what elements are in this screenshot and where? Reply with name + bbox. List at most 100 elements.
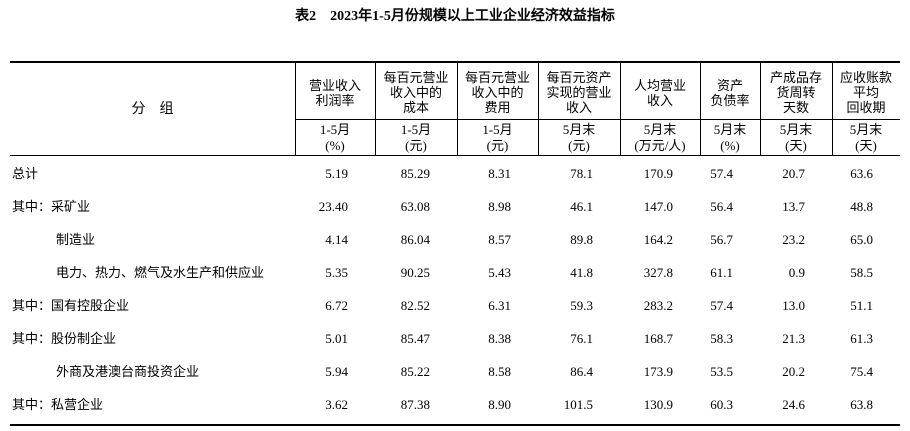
column-unit: 1-5月	[319, 122, 351, 137]
col-divider	[538, 62, 539, 155]
cell-value: 63.6	[850, 166, 873, 181]
column-header: 负债率	[710, 93, 750, 108]
cell-value: 78.1	[570, 166, 593, 181]
cell-value: 58.5	[850, 265, 873, 280]
column-unit: 5月末	[643, 122, 677, 137]
cell-value: 5.19	[325, 166, 348, 181]
column-unit: (%)	[720, 138, 740, 153]
cell-value: 283.2	[643, 298, 673, 313]
col-divider	[832, 62, 833, 155]
column-unit: 1-5月	[482, 122, 513, 137]
column-header: 天数	[782, 100, 809, 115]
cell-value: 20.2	[782, 364, 805, 379]
cell-value: 21.3	[782, 331, 805, 346]
cell-value: 173.9	[643, 364, 673, 379]
cell-value: 5.35	[325, 265, 348, 280]
cell-value: 82.52	[400, 298, 430, 313]
cell-value: 41.8	[570, 265, 593, 280]
cell-value: 85.29	[400, 166, 430, 181]
cell-value: 56.7	[710, 232, 733, 247]
cell-value: 164.2	[643, 232, 673, 247]
cell-value: 90.25	[400, 265, 430, 280]
column-header: 利润率	[315, 93, 355, 108]
row-label: 外商及港澳台商投资企业	[56, 364, 200, 379]
cell-value: 85.22	[400, 364, 430, 379]
col-divider	[620, 62, 621, 155]
column-header: 成本	[402, 100, 429, 115]
cell-value: 8.31	[488, 166, 511, 181]
cell-value: 23.2	[782, 232, 805, 247]
column-unit: (元)	[486, 138, 509, 153]
cell-value: 76.1	[570, 331, 593, 346]
column-unit: (%)	[325, 138, 345, 153]
col-divider	[375, 62, 376, 155]
cell-value: 87.38	[400, 397, 430, 412]
column-unit: 5月末	[779, 122, 813, 137]
cell-value: 23.40	[318, 199, 348, 214]
column-unit: 1-5月	[400, 122, 432, 137]
cell-value: 8.57	[488, 232, 511, 247]
cell-value: 13.7	[782, 199, 805, 214]
column-header: 营业收入	[308, 78, 361, 93]
cell-value: 58.3	[710, 331, 733, 346]
row-label: 其中：私营企业	[12, 397, 104, 412]
col-divider	[457, 62, 458, 155]
cell-value: 3.62	[325, 397, 348, 412]
column-unit: 5月末	[562, 122, 596, 137]
column-unit: (天)	[855, 138, 877, 153]
cell-value: 75.4	[850, 364, 873, 379]
col-divider	[760, 62, 761, 155]
column-header: 平均	[852, 85, 879, 100]
column-header: 每百元资产	[546, 70, 612, 85]
title: 表2 2023年1-5月份规模以上工业企业经济效益指标	[295, 9, 615, 24]
cell-value: 168.7	[643, 331, 673, 346]
row-label: 制造业	[56, 232, 96, 247]
cell-value: 46.1	[570, 199, 593, 214]
cell-value: 8.58	[488, 364, 511, 379]
column-header: 收入	[565, 100, 592, 115]
column-unit: (天)	[785, 138, 807, 153]
column-unit: (万元/人)	[634, 138, 686, 153]
cell-value: 8.98	[488, 199, 511, 214]
column-header: 费用	[484, 100, 511, 115]
column-unit: (元)	[568, 138, 590, 153]
cell-value: 13.0	[782, 298, 805, 313]
cell-value: 86.4	[570, 364, 593, 379]
row-label: 总计	[12, 166, 39, 181]
cell-value: 59.3	[570, 298, 593, 313]
column-header: 应收账款	[839, 70, 892, 85]
rule-unit	[295, 119, 900, 120]
cell-value: 5.43	[488, 265, 511, 280]
rule-header	[10, 155, 900, 156]
cell-value: 8.38	[488, 331, 511, 346]
cell-value: 57.4	[710, 166, 733, 181]
row-label: 其中：国有控股企业	[12, 298, 130, 313]
row-label: 电力、热力、燃气及水生产和供应业	[56, 265, 265, 280]
column-header: 回收期	[846, 100, 886, 115]
cell-value: 0.9	[788, 265, 805, 280]
column-header: 实现的营业	[546, 85, 612, 100]
cell-value: 147.0	[643, 199, 673, 214]
cell-value: 61.1	[710, 265, 733, 280]
cell-value: 327.8	[643, 265, 673, 280]
cell-value: 6.31	[488, 298, 511, 313]
column-header: 人均营业	[633, 78, 686, 93]
cell-value: 61.3	[850, 331, 873, 346]
cell-value: 85.47	[400, 331, 430, 346]
cell-value: 89.8	[570, 232, 593, 247]
column-header: 收入中的	[471, 85, 524, 100]
column-header: 收入中的	[389, 85, 442, 100]
cell-value: 53.5	[710, 364, 733, 379]
cell-value: 5.01	[325, 331, 348, 346]
cell-value: 8.90	[488, 397, 511, 412]
cell-value: 86.04	[400, 232, 430, 247]
column-unit: 5月末	[713, 122, 747, 137]
row-label: 其中：股份制企业	[12, 331, 117, 346]
column-header: 每百元营业	[383, 70, 449, 85]
column-header: 货周转	[776, 85, 816, 100]
cell-value: 5.94	[325, 364, 348, 379]
cell-value: 130.9	[643, 397, 673, 412]
cell-value: 170.9	[643, 166, 673, 181]
column-unit: 5月末	[849, 122, 883, 137]
